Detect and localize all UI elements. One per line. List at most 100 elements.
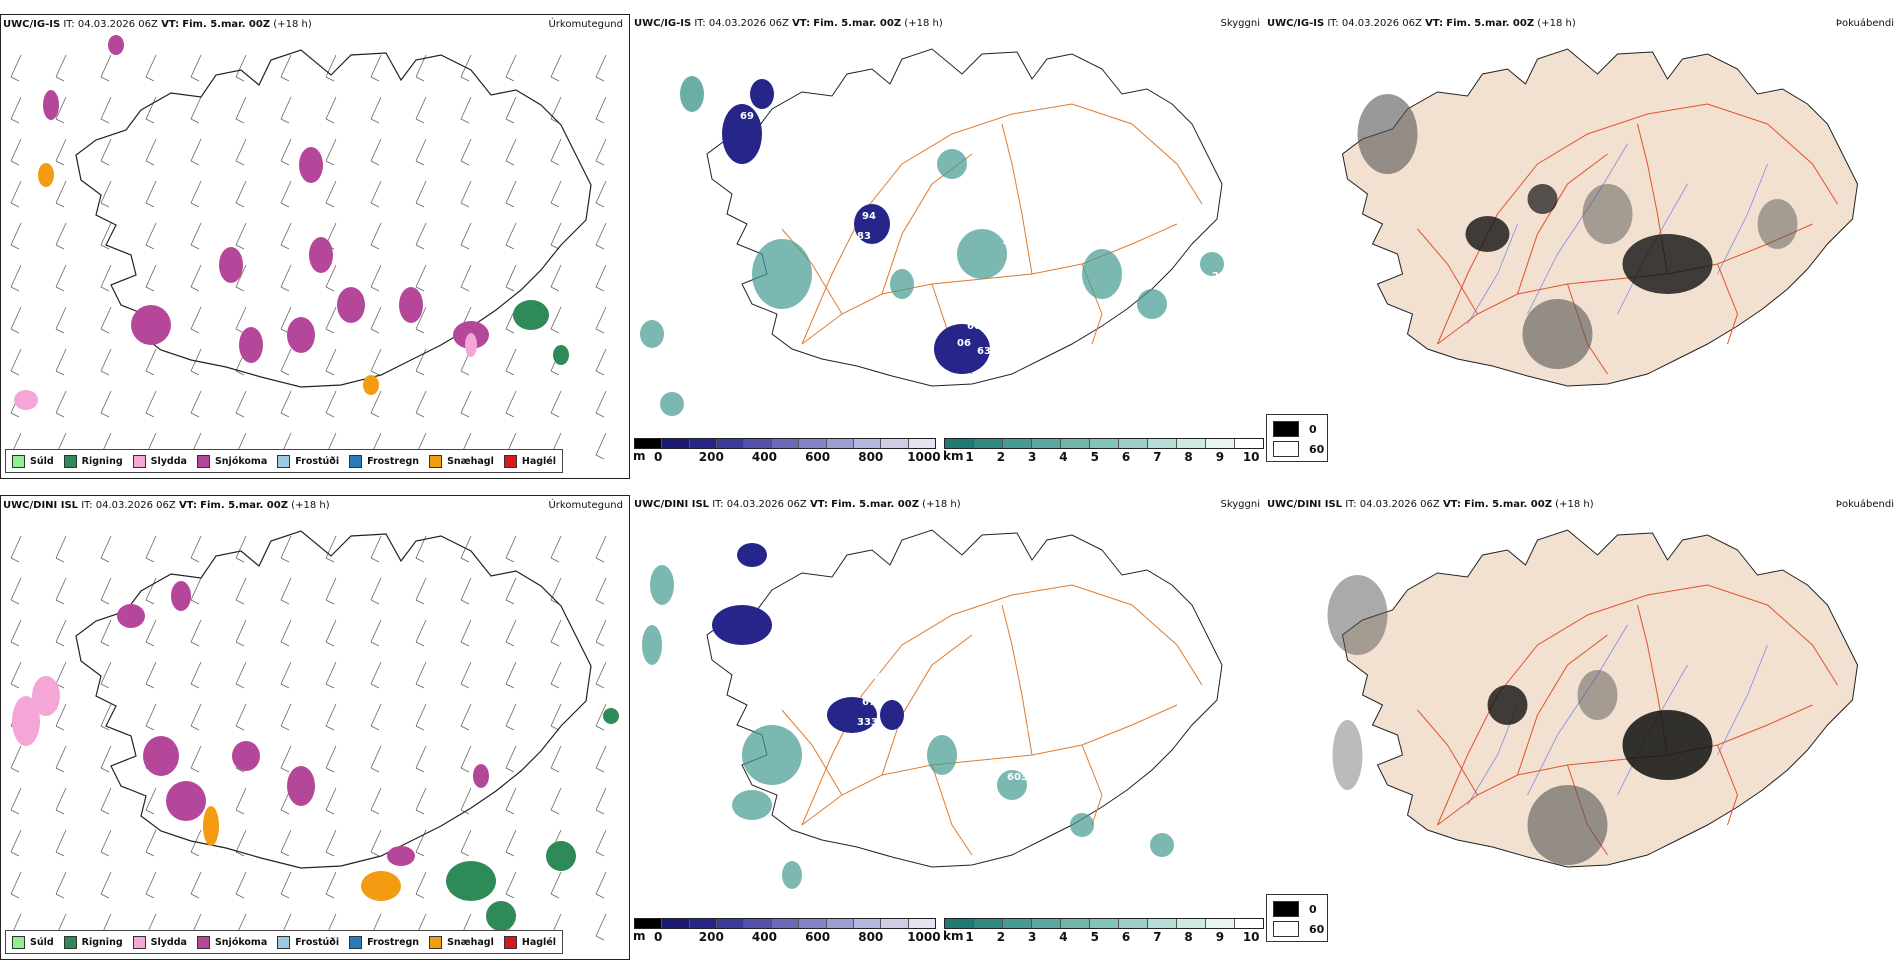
wind-barb-tick <box>100 412 110 418</box>
precip-type-panel-1: UWC/IG-IS IT: 04.03.2026 06Z VT: Fim. 5.… <box>0 14 630 479</box>
cloud-base-label: 233 <box>1212 271 1233 282</box>
wind-barb <box>325 535 337 559</box>
wind-barb-tick <box>10 893 20 899</box>
scale-cell <box>662 439 690 448</box>
wind-barb-tick <box>595 76 605 82</box>
precip-cell <box>38 163 54 187</box>
wind-barb <box>460 745 472 769</box>
cloud-base-label: 65 <box>1007 286 1021 297</box>
road-line <box>801 704 1178 826</box>
fog-swatch-white <box>1273 441 1299 457</box>
wind-barb <box>550 390 562 414</box>
wind-barb-tick <box>550 557 560 563</box>
fog-scale-2: 0 60 <box>1266 894 1328 942</box>
wind-barb <box>280 577 292 601</box>
wind-barb-tick <box>595 286 605 292</box>
river-line <box>1527 143 1628 315</box>
wind-barb-tick <box>55 202 65 208</box>
precip-type-panel-2: UWC/DINI ISL IT: 04.03.2026 06Z VT: Fim.… <box>0 495 630 960</box>
wind-barb <box>550 577 562 601</box>
swatch-magenta <box>196 935 210 949</box>
scale-cell <box>689 439 718 448</box>
wind-barb <box>190 264 202 288</box>
wind-barb <box>505 661 517 685</box>
wind-barb <box>505 54 517 78</box>
wind-barb-tick <box>370 767 380 773</box>
wind-barb <box>100 264 112 288</box>
wind-barb-tick <box>460 599 470 605</box>
scale-tick: 0 <box>653 450 663 464</box>
wind-barb <box>505 871 517 895</box>
cloud-cell <box>737 543 767 567</box>
wind-barb <box>235 871 247 895</box>
fog-cell <box>1527 785 1608 865</box>
wind-barb-tick <box>190 76 200 82</box>
wind-barb <box>10 661 22 685</box>
wind-barb <box>550 138 562 162</box>
wind-barb-tick <box>325 412 335 418</box>
wind-barb-tick <box>10 557 20 563</box>
road-line <box>1081 744 1103 826</box>
wind-barb <box>595 348 607 372</box>
wind-barb <box>550 661 562 685</box>
wind-barb <box>55 390 67 414</box>
scale-cell <box>1177 439 1206 448</box>
wind-barb-tick <box>190 725 200 731</box>
wind-barb-tick <box>100 202 110 208</box>
cloud-base-label: 06 <box>957 338 971 349</box>
wind-barb <box>100 661 112 685</box>
wind-barb-tick <box>145 557 155 563</box>
scale-cell <box>635 439 663 448</box>
wind-barb <box>190 348 202 372</box>
scale-cell <box>771 439 800 448</box>
wind-barb <box>100 306 112 330</box>
wind-barb <box>460 619 472 643</box>
wind-barb <box>325 306 337 330</box>
visibility-cell <box>927 735 957 775</box>
wind-barb-tick <box>595 641 605 647</box>
wind-barb-tick <box>10 328 20 334</box>
precip-cell <box>43 90 59 120</box>
scale-cell <box>1032 439 1061 448</box>
wind-barb <box>595 787 607 811</box>
wind-barb-tick <box>550 328 560 334</box>
scale-cell <box>853 439 882 448</box>
scale-cell <box>908 439 935 448</box>
wind-barb <box>235 535 247 559</box>
wind-barb-tick <box>10 809 20 815</box>
wind-barb-tick <box>595 202 605 208</box>
wind-barb <box>100 745 112 769</box>
wind-barb <box>460 264 472 288</box>
wind-barb <box>100 535 112 559</box>
wind-barb-tick <box>55 599 65 605</box>
wind-barb <box>280 619 292 643</box>
wind-barb-tick <box>325 370 335 376</box>
legend-item-snaehagl: Snæhagl <box>429 935 494 949</box>
wind-barb-tick <box>10 76 20 82</box>
wind-barb <box>595 54 607 78</box>
legend-item-haglel: Haglél <box>503 454 556 468</box>
wind-barb-tick <box>55 851 65 857</box>
wind-barb-tick <box>235 725 245 731</box>
cloud-cell <box>722 104 762 164</box>
wind-barb <box>325 138 337 162</box>
wind-barb <box>235 619 247 643</box>
wind-barb-tick <box>325 767 335 773</box>
legend-item-sudl: Súld <box>12 454 54 468</box>
wind-barb-tick <box>190 244 200 250</box>
visibility-cell <box>752 239 812 309</box>
wind-barb-tick <box>235 412 245 418</box>
wind-barb <box>55 96 67 120</box>
wind-barb <box>595 264 607 288</box>
scale-tick: 1000 <box>907 930 941 944</box>
wind-barb-tick <box>10 767 20 773</box>
swatch-orange <box>429 935 443 949</box>
legend-item-snjokoma: Snjókoma <box>196 935 267 949</box>
wind-barb-tick <box>415 683 425 689</box>
scale-cell <box>1235 919 1263 928</box>
visibility-unit: km <box>943 929 964 943</box>
cloud-base-label: 27 <box>867 186 881 197</box>
scale-cell <box>1206 919 1235 928</box>
cloud-base-label: 35 <box>942 216 956 227</box>
cloud-base-label: 94 <box>862 211 876 222</box>
